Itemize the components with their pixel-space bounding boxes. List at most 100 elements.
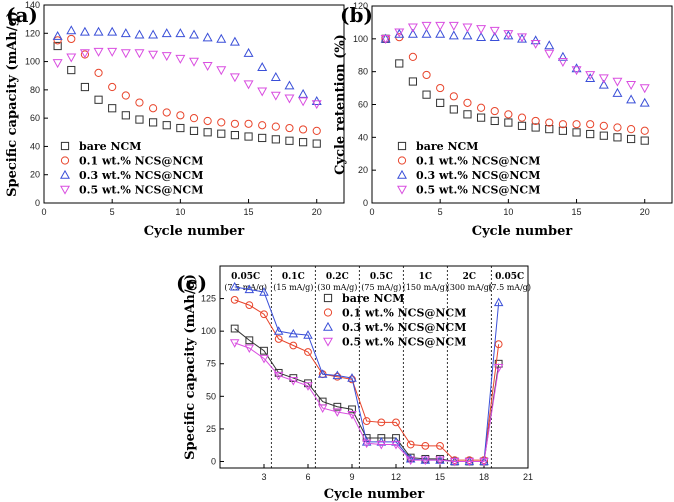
data-point xyxy=(598,79,609,89)
data-point xyxy=(613,123,622,132)
y-tick-label: 100 xyxy=(25,57,40,67)
data-point xyxy=(407,28,418,38)
data-point xyxy=(161,28,172,38)
legend-marker xyxy=(397,141,407,151)
data-point xyxy=(175,54,186,64)
plot-frame xyxy=(43,4,345,204)
data-point xyxy=(626,125,636,134)
data-point xyxy=(258,121,267,130)
y-tick-label: 60 xyxy=(358,100,368,110)
data-point xyxy=(304,348,312,356)
legend-label: bare NCM xyxy=(79,140,141,153)
data-point xyxy=(284,94,295,104)
data-point xyxy=(613,133,622,142)
y-tick-label: 20 xyxy=(358,165,368,175)
y-axis-label: Cycle retention (%) xyxy=(333,34,348,175)
rate-label: 0.05C xyxy=(231,272,260,282)
x-tick-label: 10 xyxy=(503,207,513,217)
data-point xyxy=(79,26,90,36)
x-tick-label: 9 xyxy=(349,472,354,482)
data-point xyxy=(189,57,199,67)
data-point xyxy=(436,83,445,93)
data-point xyxy=(135,98,144,107)
legend-label: 0.5 wt.% NCS@NCM xyxy=(79,184,203,197)
data-point xyxy=(612,77,623,87)
data-point xyxy=(448,21,459,31)
data-point xyxy=(108,104,117,113)
x-tick-label: 18 xyxy=(479,472,489,482)
rate-label: 1C xyxy=(419,272,432,282)
rate-current-label: (30 mA/g) xyxy=(317,283,357,292)
rate-label: 2C xyxy=(463,272,476,282)
data-point xyxy=(162,121,171,130)
data-point xyxy=(572,120,581,129)
rate-current-label: (75 mA/g) xyxy=(361,283,401,292)
data-point xyxy=(189,29,199,39)
data-point xyxy=(517,33,527,43)
y-tick-label: 100 xyxy=(353,34,368,44)
rate-current-label: (7.5 mA/g) xyxy=(224,283,267,292)
x-tick-label: 5 xyxy=(438,207,443,217)
y-tick-label: 40 xyxy=(30,141,40,151)
data-point xyxy=(175,28,186,38)
data-point xyxy=(79,49,90,59)
x-tick-label: 15 xyxy=(572,207,582,217)
rate-label: 0.5C xyxy=(370,272,393,282)
x-tick-label: 6 xyxy=(305,472,310,482)
legend-marker xyxy=(60,141,70,151)
data-point xyxy=(230,324,239,333)
data-point xyxy=(134,29,145,39)
data-point xyxy=(489,26,500,36)
y-tick-label: 125 xyxy=(201,294,216,304)
chart-panel-c: 0.05C(7.5 mA/g)0.1C(15 mA/g)0.2C(30 mA/g… xyxy=(176,265,533,502)
data-point xyxy=(599,131,608,140)
data-point xyxy=(407,23,418,33)
data-point xyxy=(285,123,294,133)
data-point xyxy=(229,281,240,291)
series-0-3-wt-ncs-ncm xyxy=(380,28,650,107)
data-point xyxy=(148,104,158,113)
rate-current-label: (15 mA/g) xyxy=(273,283,313,292)
legend-marker xyxy=(323,337,333,347)
data-point xyxy=(135,115,144,124)
data-point xyxy=(421,28,432,38)
x-tick-label: 5 xyxy=(110,207,115,217)
x-tick-label: 3 xyxy=(261,472,266,482)
legend-label: bare NCM xyxy=(416,140,478,153)
data-point xyxy=(53,41,62,51)
data-point xyxy=(230,131,240,140)
data-point xyxy=(493,297,504,307)
data-point xyxy=(229,339,240,348)
data-point xyxy=(311,100,322,110)
data-point xyxy=(449,92,458,101)
series-0-5-wt-ncs-ncm xyxy=(380,21,650,94)
legend-marker xyxy=(397,156,407,165)
data-point xyxy=(421,21,432,31)
data-point xyxy=(107,26,118,36)
data-point xyxy=(93,47,104,57)
data-point xyxy=(333,402,342,411)
data-point xyxy=(244,119,253,128)
x-tick-label: 21 xyxy=(523,472,533,482)
data-point xyxy=(312,139,321,148)
x-tick-label: 20 xyxy=(312,207,322,217)
data-point xyxy=(464,457,475,467)
y-axis-label: Specific capacity (mAh/g) xyxy=(5,11,20,197)
data-point xyxy=(449,105,458,114)
data-point xyxy=(148,29,159,39)
data-point xyxy=(612,87,623,97)
data-point xyxy=(285,136,294,145)
data-point xyxy=(189,114,199,123)
rate-current-label: (150 mA/g) xyxy=(403,283,448,292)
data-point xyxy=(531,116,540,126)
legend-marker xyxy=(323,293,333,303)
data-point xyxy=(66,53,77,63)
x-tick-label: 0 xyxy=(41,207,46,217)
legend-label: 0.1 wt.% NCS@NCM xyxy=(79,155,203,168)
rate-label: 0.2C xyxy=(326,272,349,282)
panel-label: (c) xyxy=(176,271,207,295)
x-axis-label: Cycle number xyxy=(472,224,573,239)
data-point xyxy=(435,21,446,31)
